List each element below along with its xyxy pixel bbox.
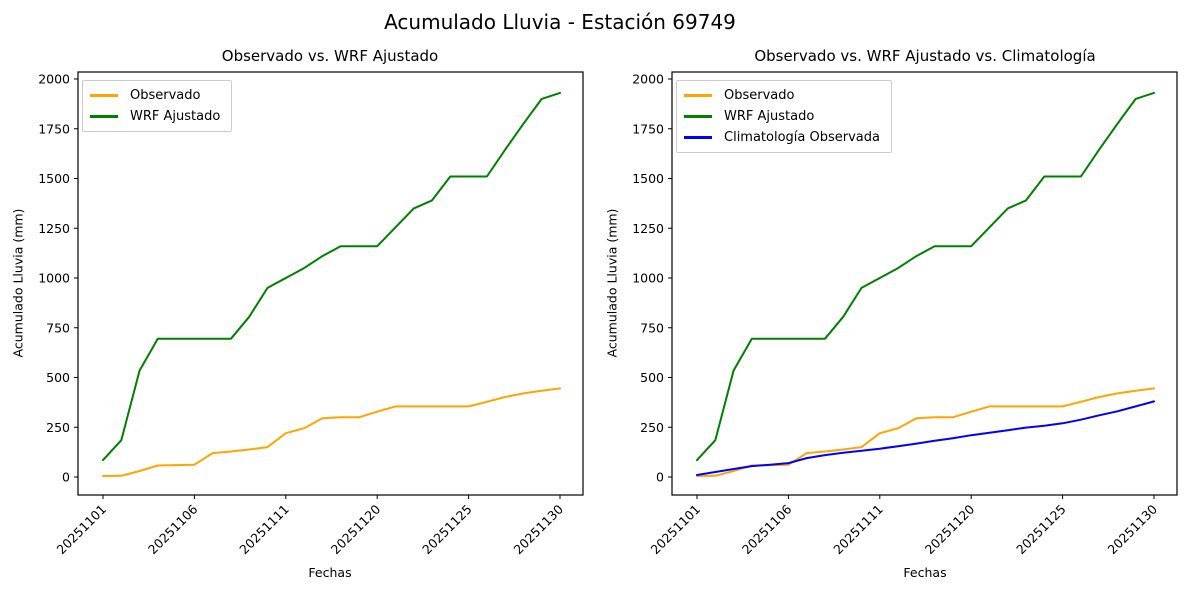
y-tick-label: 1250 bbox=[38, 221, 70, 236]
x-tick-label: 20251130 bbox=[1105, 501, 1161, 557]
y-tick-label: 500 bbox=[46, 370, 70, 385]
y-tick-label: 1000 bbox=[632, 271, 664, 286]
observado-line-swatch bbox=[90, 94, 118, 97]
legend-label: WRF Ajustado bbox=[724, 109, 815, 124]
climatologia-line-swatch bbox=[684, 136, 712, 139]
y-tick-label: 750 bbox=[640, 320, 664, 335]
y-tick-label: 250 bbox=[640, 420, 664, 435]
legend-label: Observado bbox=[130, 88, 201, 103]
series-line-wrf-ajustado bbox=[696, 91, 1155, 462]
y-tick-label: 1500 bbox=[38, 171, 70, 186]
y-tick-label: 2000 bbox=[632, 72, 664, 87]
y-tick-label: 0 bbox=[656, 470, 664, 485]
x-tick-label: 20251101 bbox=[648, 502, 704, 558]
wrf-ajustado-line-swatch bbox=[684, 115, 712, 118]
legend-item-wrf-ajustado: WRF Ajustado bbox=[90, 106, 220, 127]
legend-label: Climatología Observada bbox=[724, 130, 880, 145]
x-tick-label: 20251106 bbox=[739, 501, 795, 557]
series-line-observado bbox=[696, 387, 1155, 477]
observado-line-swatch bbox=[684, 94, 712, 97]
series-line-climatolog-a-observada bbox=[696, 400, 1155, 476]
legend-right: Observado WRF Ajustado Climatología Obse… bbox=[676, 80, 892, 153]
y-tick-label: 1250 bbox=[632, 221, 664, 236]
legend-item-observado: Observado bbox=[684, 85, 880, 106]
x-tick-label: 20251101 bbox=[54, 502, 110, 558]
y-tick-label: 0 bbox=[62, 470, 70, 485]
y-tick-label: 1500 bbox=[632, 171, 664, 186]
y-tick-label: 1000 bbox=[38, 271, 70, 286]
legend-label: Observado bbox=[724, 88, 795, 103]
x-tick-label: 20251125 bbox=[419, 502, 475, 558]
legend-item-wrf-ajustado: WRF Ajustado bbox=[684, 106, 880, 127]
y-tick-label: 2000 bbox=[38, 72, 70, 87]
x-tick-label: 20251111 bbox=[236, 502, 292, 558]
y-tick-label: 750 bbox=[46, 320, 70, 335]
x-tick-label: 20251120 bbox=[922, 501, 978, 557]
y-tick-label: 250 bbox=[46, 420, 70, 435]
figure-title: Acumulado Lluvia - Estación 69749 bbox=[384, 10, 736, 34]
legend-label: WRF Ajustado bbox=[130, 109, 221, 124]
series-line-observado bbox=[102, 387, 561, 477]
series-line-wrf-ajustado bbox=[102, 91, 561, 462]
x-tick-label: 20251130 bbox=[511, 501, 567, 557]
axes-frame-0 bbox=[77, 71, 584, 496]
subplot-title-left: Observado vs. WRF Ajustado bbox=[221, 47, 439, 65]
x-axis-label-right: Fechas bbox=[903, 565, 947, 580]
x-tick-label: 20251120 bbox=[328, 501, 384, 557]
y-tick-label: 1750 bbox=[38, 121, 70, 136]
legend-left: Observado WRF Ajustado bbox=[82, 80, 233, 132]
x-tick-label: 20251106 bbox=[145, 501, 201, 557]
wrf-ajustado-line-swatch bbox=[90, 115, 118, 118]
axes-frame-1 bbox=[671, 71, 1178, 496]
x-tick-label: 20251111 bbox=[830, 502, 886, 558]
legend-item-climatologia: Climatología Observada bbox=[684, 127, 880, 148]
x-axis-label-left: Fechas bbox=[308, 565, 352, 580]
x-tick-label: 20251125 bbox=[1013, 502, 1069, 558]
legend-item-observado: Observado bbox=[90, 85, 220, 106]
y-tick-label: 500 bbox=[640, 370, 664, 385]
y-tick-label: 1750 bbox=[632, 121, 664, 136]
subplot-title-right: Observado vs. WRF Ajustado vs. Climatolo… bbox=[754, 47, 1096, 65]
